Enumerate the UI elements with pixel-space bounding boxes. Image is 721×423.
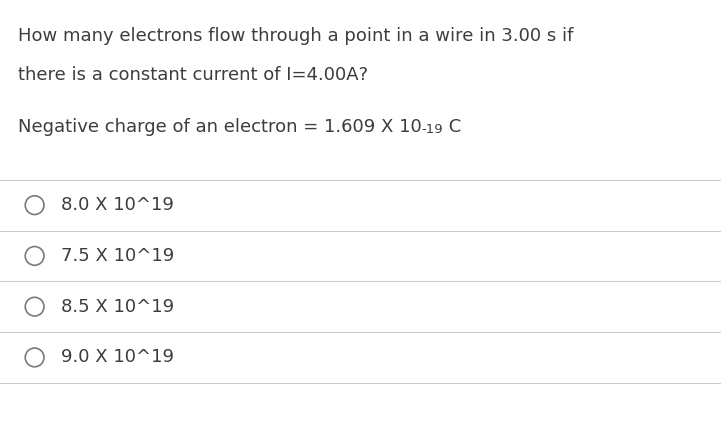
Text: Negative charge of an electron = 1.609 X 10: Negative charge of an electron = 1.609 X… (18, 118, 422, 137)
Text: there is a constant current of I=4.00A?: there is a constant current of I=4.00A? (18, 66, 368, 84)
Text: 9.0 X 10^19: 9.0 X 10^19 (61, 349, 174, 366)
Text: How many electrons flow through a point in a wire in 3.00 s if: How many electrons flow through a point … (18, 27, 573, 46)
Text: 8.5 X 10^19: 8.5 X 10^19 (61, 298, 174, 316)
Text: C: C (443, 118, 461, 137)
Text: 8.0 X 10^19: 8.0 X 10^19 (61, 196, 174, 214)
Text: 7.5 X 10^19: 7.5 X 10^19 (61, 247, 174, 265)
Text: -19: -19 (422, 123, 443, 136)
